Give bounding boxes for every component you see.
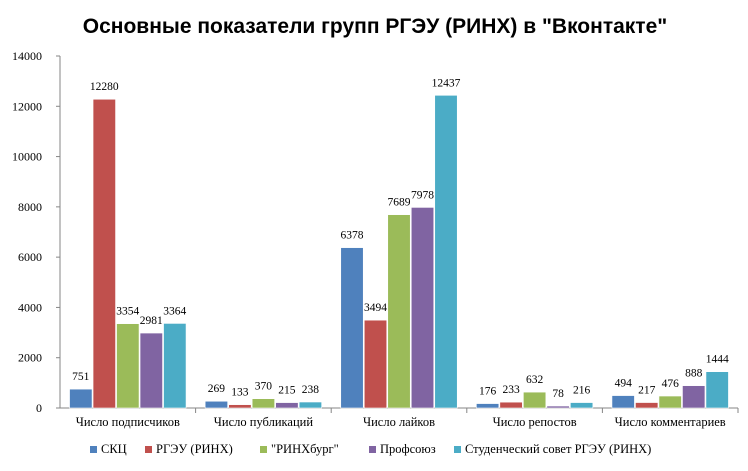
legend-label: "РИНХбург" (271, 442, 339, 456)
data-label: 133 (231, 387, 249, 399)
bar (228, 404, 252, 409)
data-label: 238 (302, 384, 320, 396)
data-label: 1444 (706, 354, 729, 366)
legend-swatch (369, 446, 376, 453)
bar (298, 401, 322, 409)
x-tick-label: Число публикаций (214, 415, 314, 429)
x-tick-label: Число репостов (493, 415, 577, 429)
y-tick-label: 14000 (12, 49, 42, 63)
bar (69, 388, 93, 409)
legend-swatch (145, 446, 152, 453)
data-label: 6378 (341, 230, 364, 242)
legend-label: Студенческий совет РГЭУ (РИНХ) (465, 442, 651, 456)
legend-swatch (454, 446, 461, 453)
y-tick-label: 2000 (18, 351, 42, 365)
bar (611, 395, 635, 409)
bar (523, 391, 547, 409)
data-label: 7689 (388, 197, 411, 209)
data-label: 888 (685, 368, 703, 380)
data-label: 3494 (364, 302, 387, 314)
data-label: 215 (278, 385, 296, 397)
bar (275, 402, 299, 409)
chart-title: Основные показатели групп РГЭУ (РИНХ) в … (83, 15, 667, 38)
data-label: 78 (552, 388, 564, 400)
data-label: 7978 (411, 189, 434, 201)
legend-label: СКЦ (101, 442, 127, 456)
y-tick-label: 0 (36, 401, 42, 415)
data-label: 2981 (140, 315, 163, 327)
legend: СКЦ РГЭУ (РИНХ) "РИНХбург" Профсоюз Студенче… (90, 442, 651, 456)
data-label: 476 (662, 378, 680, 390)
bar (92, 98, 116, 409)
y-tick-label: 12000 (12, 99, 42, 113)
axes: 0 2000 4000 6000 8000 10000 12000 14000 Число по… (12, 49, 739, 429)
data-label: 233 (502, 384, 520, 396)
bars (69, 94, 729, 409)
bar (705, 371, 729, 409)
x-tick-label: Число лайков (363, 415, 435, 429)
bar (434, 94, 458, 409)
y-tick-label: 6000 (18, 250, 42, 264)
legend-label: Профсоюз (380, 442, 436, 456)
x-tick-label: Число подписчиков (76, 415, 180, 429)
data-label: 217 (638, 385, 656, 397)
bar (363, 319, 388, 409)
bar (116, 323, 140, 409)
bar (204, 400, 228, 409)
bar (340, 247, 364, 409)
legend-swatch (260, 446, 267, 453)
legend-swatch (90, 446, 97, 453)
data-label: 269 (208, 383, 226, 395)
data-label: 751 (72, 371, 90, 383)
bar (387, 214, 411, 409)
data-label: 176 (479, 386, 497, 398)
data-label: 494 (615, 378, 633, 390)
data-label: 12280 (90, 81, 119, 93)
data-label: 3364 (163, 305, 186, 317)
bar (251, 398, 275, 409)
y-tick-label: 4000 (18, 300, 42, 314)
x-tick-label: Число комментариев (615, 415, 726, 429)
bar (139, 332, 163, 409)
bar (570, 402, 594, 409)
y-tick-label: 10000 (12, 150, 42, 164)
bar (546, 405, 570, 409)
bar (410, 207, 435, 409)
bar (658, 395, 682, 409)
bar (682, 385, 706, 409)
legend-label: РГЭУ (РИНХ) (156, 442, 233, 456)
data-label: 12437 (432, 77, 461, 89)
bar (163, 323, 187, 409)
data-label: 370 (255, 381, 273, 393)
data-label: 216 (573, 385, 591, 397)
data-label: 3354 (116, 306, 139, 318)
bar (499, 401, 523, 409)
data-label: 632 (526, 374, 544, 386)
bar (635, 402, 659, 409)
y-tick-label: 8000 (18, 200, 42, 214)
bar (476, 403, 500, 409)
